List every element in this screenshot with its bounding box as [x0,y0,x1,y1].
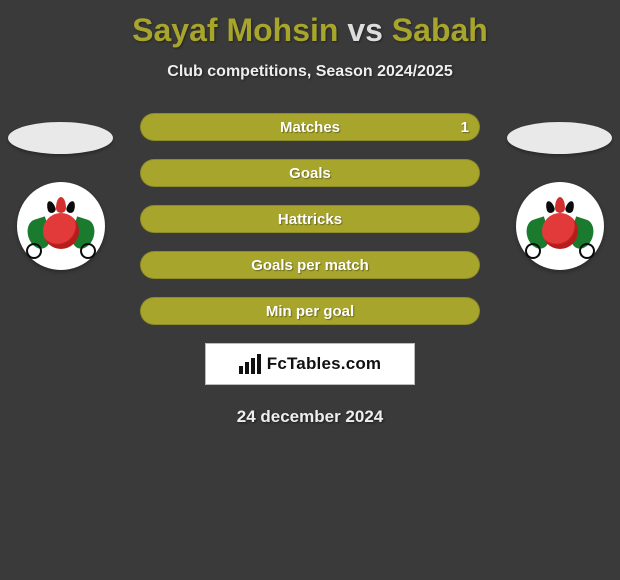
stat-row-goals-per-match: Goals per match [140,251,480,279]
comparison-title: Sayaf Mohsin vs Sabah [0,0,620,49]
vs-text: vs [347,12,383,48]
club-crest-icon [30,195,92,257]
stat-label: Min per goal [266,303,354,320]
stat-row-goals: Goals [140,159,480,187]
club-crest-icon [529,195,591,257]
date-text: 24 december 2024 [0,407,620,427]
player2-name: Sabah [392,12,488,48]
branding-text: FcTables.com [267,354,382,374]
stat-label: Matches [280,119,340,136]
stat-row-matches: Matches 1 [140,113,480,141]
stat-label: Goals [289,165,331,182]
player1-club-badge [17,182,105,270]
player1-slot [8,122,113,270]
player1-name: Sayaf Mohsin [132,12,338,48]
stat-row-min-per-goal: Min per goal [140,297,480,325]
stat-row-hattricks: Hattricks [140,205,480,233]
stat-right-value: 1 [461,114,469,140]
stat-label: Goals per match [251,257,369,274]
branding-logo-icon [239,354,261,374]
stat-label: Hattricks [278,211,342,228]
subtitle: Club competitions, Season 2024/2025 [0,63,620,81]
player1-silhouette [8,122,113,154]
player2-club-badge [516,182,604,270]
player2-slot [507,122,612,270]
player2-silhouette [507,122,612,154]
branding-box: FcTables.com [205,343,415,385]
stats-bars: Matches 1 Goals Hattricks Goals per matc… [140,113,480,325]
